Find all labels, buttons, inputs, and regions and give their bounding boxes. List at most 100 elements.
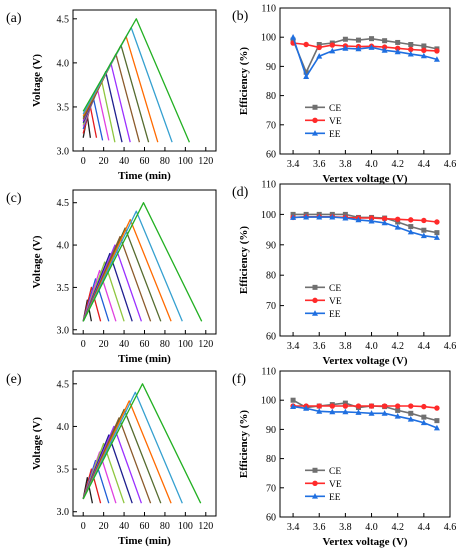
panel-e: 0 20 40 60 80 100 120 3.0 3.5 4.0 4.5 Time (min) Vol… [6,370,217,547]
x-tick-label: 4.2 [391,159,404,170]
cycle-curve-11 [82,210,183,322]
y-tick-label: 3.0 [57,147,70,158]
legend-label-ve: VE [329,480,342,490]
panel-label: (d) [232,185,249,200]
data-point-ve [303,41,309,48]
y-tick-label: 70 [266,301,276,312]
data-point-ee [342,214,349,221]
data-point-ee [368,217,375,224]
y-tick-label: 4.0 [57,422,70,433]
data-point-ee [368,44,375,50]
panel-label: (f) [232,372,246,387]
data-point-ee [316,213,323,220]
legend-marker [312,130,318,136]
data-point-ee [342,408,349,415]
data-point-ve [381,403,388,409]
y-tick-label: 60 [266,513,276,524]
data-point-ee [394,48,401,55]
data-point-ee [368,410,375,416]
x-tick-label: 60 [140,521,150,532]
x-tick-label: 20 [99,156,109,167]
y-axis-label: Efficiency (%) [238,47,250,115]
y-tick-label: 90 [266,62,276,73]
data-point-ve [434,405,440,411]
legend-label-ve: VE [329,297,342,307]
data-point-ve [329,42,336,48]
y-tick-label: 100 [261,396,276,407]
plot-frame [279,7,451,155]
y-tick-label: 60 [266,150,276,161]
x-tick-label: 3.6 [313,159,326,170]
x-axis-label: Time (min) [118,535,171,547]
data-point-ee [355,216,362,223]
x-tick-label: 100 [178,339,193,350]
data-point-ee [303,73,310,80]
legend-marker [312,297,318,304]
cycle-curve-12 [82,383,202,504]
data-point-ve [342,403,349,409]
data-point-ve [381,44,388,50]
x-tick-label: 4.4 [418,341,431,352]
data-point-ve [421,217,427,224]
x-tick-label: 4.4 [418,522,431,533]
data-point-ee [342,45,349,51]
y-axis-label: Efficiency (%) [238,410,250,478]
y-axis-label: Voltage (V) [31,54,43,107]
x-tick-label: 100 [178,156,193,167]
y-tick-label: 80 [266,91,276,102]
data-point-ee [433,56,440,62]
data-point-ce [290,37,296,43]
legend-label-ee: EE [329,493,341,503]
y-tick-label: 4.5 [57,14,70,25]
x-tick-label: 3.4 [287,159,300,170]
cycle-curve-11 [82,391,183,504]
x-tick-label: 40 [119,521,129,532]
y-tick-label: 60 [266,332,276,343]
data-point-ee [355,409,362,415]
y-tick-label: 110 [261,180,276,191]
y-tick-label: 100 [261,210,276,221]
data-point-ce [421,414,427,420]
legend-label-ee: EE [329,130,341,140]
data-point-ce [395,219,401,225]
data-point-ee [381,219,388,226]
x-tick-label: 4.4 [418,159,431,170]
y-tick-label: 100 [261,33,276,44]
y-tick-label: 4.0 [57,241,70,252]
x-tick-label: 3.8 [339,341,352,352]
legend-marker [312,480,318,486]
data-point-ce [408,224,414,230]
legend-label-ce: CE [329,467,341,477]
x-tick-label: 3.4 [287,341,300,352]
plot-frame [72,370,217,517]
x-tick-label: 40 [119,156,129,167]
legend-marker [312,104,318,110]
data-point-ee [433,424,440,431]
panel-label: (e) [6,372,22,387]
data-point-ee [420,232,427,239]
legend-label-ce: CE [329,284,341,294]
data-point-ce [369,36,375,42]
y-tick-label: 110 [261,367,276,378]
data-point-ve [434,219,440,225]
x-tick-label: 60 [140,156,150,167]
x-tick-label: 3.8 [339,522,352,533]
panel-f: 3.4 3.6 3.8 4.0 4.2 4.4 4.6 60 70 80 90 100 110 Verte… [232,367,456,549]
x-tick-label: 120 [198,156,213,167]
data-point-ce [342,36,348,42]
y-tick-label: 70 [266,483,276,494]
data-point-ve [394,216,401,222]
legend-marker [312,467,318,473]
x-tick-label: 60 [140,339,150,350]
panel-c: 0 20 40 60 80 100 120 3.0 3.5 4.0 4.5 Time (min) Vol… [6,189,217,365]
data-point-ee [407,415,414,422]
data-point-ee [303,405,310,411]
x-axis-label: Time (min) [118,353,171,365]
x-tick-label: 4.0 [365,159,378,170]
panel-d: 3.4 3.6 3.8 4.0 4.2 4.4 4.6 60 70 80 90 100 110 Verte… [232,180,456,368]
x-tick-label: 0 [81,521,86,532]
data-point-ve [368,403,375,409]
x-axis-label: Vertex voltage (V) [322,536,407,548]
data-point-ee [381,410,388,416]
